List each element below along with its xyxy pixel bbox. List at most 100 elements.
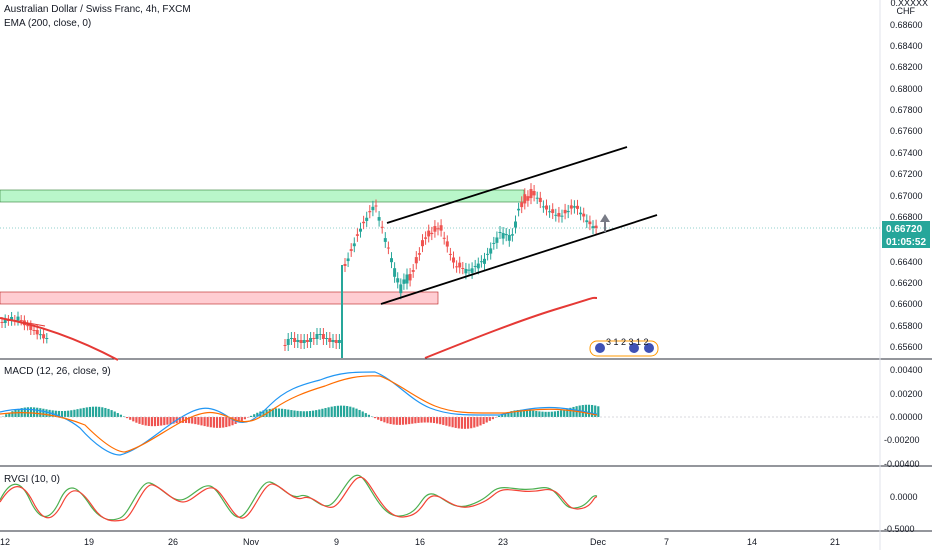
macd-tick-label: 0.00000: [890, 412, 923, 422]
macd-histogram-bar: [274, 408, 277, 417]
aud-flag-icon[interactable]: [644, 343, 654, 353]
macd-histogram-bar: [39, 408, 42, 417]
aud-flag-icon[interactable]: [595, 343, 605, 353]
candle-body: [368, 211, 372, 213]
macd-histogram-bar: [460, 417, 463, 429]
macd-histogram-bar: [305, 411, 308, 417]
candle-body: [343, 264, 347, 266]
candle-body: [293, 338, 297, 342]
time-tick-label: 9: [334, 537, 339, 547]
candle-body: [498, 232, 502, 233]
candle-body: [504, 233, 508, 236]
macd-histogram-bar: [389, 417, 392, 425]
candle-body: [470, 268, 474, 273]
macd-histogram-bar: [91, 406, 95, 417]
macd-histogram-bar: [57, 410, 60, 417]
candle-body: [492, 242, 496, 244]
macd-indicator-label[interactable]: MACD (12, 26, close, 9): [4, 366, 111, 377]
candle-body: [495, 237, 499, 243]
macd-histogram-bar: [426, 417, 429, 423]
time-tick-label: 19: [84, 537, 94, 547]
candle-body: [309, 338, 313, 342]
macd-histogram-bar: [504, 413, 507, 417]
macd-histogram-bar: [281, 408, 284, 417]
macd-histogram-bar: [597, 406, 600, 417]
macd-histogram-bar: [510, 411, 513, 417]
candle-body: [479, 261, 483, 263]
candle-body: [582, 213, 586, 217]
candle-body: [42, 334, 46, 339]
macd-histogram-bar: [445, 417, 448, 426]
rvgi-axis[interactable]: 0.0000 -0.5000: [884, 492, 918, 534]
macd-axis[interactable]: 0.00400 0.00200 0.00000 -0.00200 -0.00400: [884, 365, 923, 469]
candle-body: [557, 212, 561, 217]
macd-histogram-bar: [271, 408, 274, 417]
macd-histogram-bar: [82, 407, 85, 417]
chart-title: Australian Dollar / Swiss Franc, 4h, FXC…: [4, 4, 191, 15]
long-arrow-icon[interactable]: [600, 214, 610, 232]
candle-body: [3, 319, 7, 323]
macd-histogram-bar: [67, 410, 70, 417]
macd-histogram-bar: [141, 417, 144, 425]
macd-histogram-bar: [45, 409, 48, 417]
channel-lower-line[interactable]: [380, 214, 658, 305]
macd-histogram-bar: [330, 406, 333, 417]
candle-body: [45, 338, 49, 339]
currency-label: CHF: [897, 6, 916, 16]
macd-histogram-bar: [584, 404, 587, 417]
candle-body: [377, 217, 381, 221]
price-tick-label: 0.67000: [890, 191, 923, 201]
candle-body: [588, 221, 592, 225]
candle-body: [467, 269, 471, 271]
macd-histogram-bar: [268, 408, 271, 417]
candle-body: [489, 248, 493, 254]
candle-body: [545, 205, 548, 210]
macd-histogram-bar: [516, 410, 519, 417]
price-tick-label: 0.68600: [890, 20, 923, 30]
time-tick-label: 14: [747, 537, 757, 547]
channel-upper-line[interactable]: [386, 146, 628, 224]
macd-histogram-bar: [287, 409, 290, 417]
macd-histogram-bar: [473, 417, 476, 428]
macd-histogram-bar: [315, 410, 318, 417]
macd-histogram-bar: [380, 417, 383, 422]
aud-flag-icon[interactable]: [629, 343, 639, 353]
price-tick-label: 0.66200: [890, 278, 923, 288]
candle-body: [383, 238, 387, 242]
macd-histogram-bar: [191, 417, 194, 424]
support-zone[interactable]: [0, 291, 439, 305]
macd-histogram-bar: [367, 414, 370, 417]
candle-body: [452, 257, 455, 263]
macd-histogram-bar: [470, 417, 473, 429]
candle-body: [476, 263, 480, 269]
ema-line-right[interactable]: [424, 296, 598, 359]
candle-body: [523, 194, 527, 204]
time-axis[interactable]: 12 19 26 Nov 9 16 23 Dec 7 14 21: [0, 537, 840, 547]
rvgi-signal-line[interactable]: [0, 476, 598, 522]
ema-indicator-label[interactable]: EMA (200, close, 0): [4, 18, 91, 29]
macd-histogram-bar: [169, 417, 172, 425]
resistance-zone[interactable]: [0, 189, 525, 203]
macd-histogram-bar: [377, 417, 380, 420]
macd-histogram-bar: [14, 409, 17, 417]
event-badge-group[interactable]: [589, 340, 659, 357]
candle-body: [520, 202, 524, 208]
event-badges[interactable]: 3 1 2 3 1 2: [589, 337, 659, 357]
rvgi-tick-label: -0.5000: [884, 524, 915, 534]
downtrend-marker[interactable]: [0, 317, 46, 327]
rvgi-tick-label: 0.0000: [890, 492, 918, 502]
macd-histogram-bar: [212, 417, 215, 428]
signal-line[interactable]: [0, 375, 598, 453]
price-tick-label: 0.68000: [890, 84, 923, 94]
candle-body: [514, 221, 517, 228]
rvgi-indicator-label[interactable]: RVGI (10, 0): [4, 474, 60, 485]
macd-histogram-bar: [8, 412, 11, 417]
candle-body: [548, 211, 552, 213]
rvgi-line[interactable]: [0, 474, 598, 521]
macd-histogram-bar: [401, 417, 405, 425]
price-axis[interactable]: 0.XXXXX CHF 0.68600 0.68400 0.68200 0.68000…: [890, 0, 928, 352]
candle-body: [402, 279, 406, 284]
macd-histogram-bar: [33, 407, 36, 417]
macd-line[interactable]: [0, 371, 598, 456]
